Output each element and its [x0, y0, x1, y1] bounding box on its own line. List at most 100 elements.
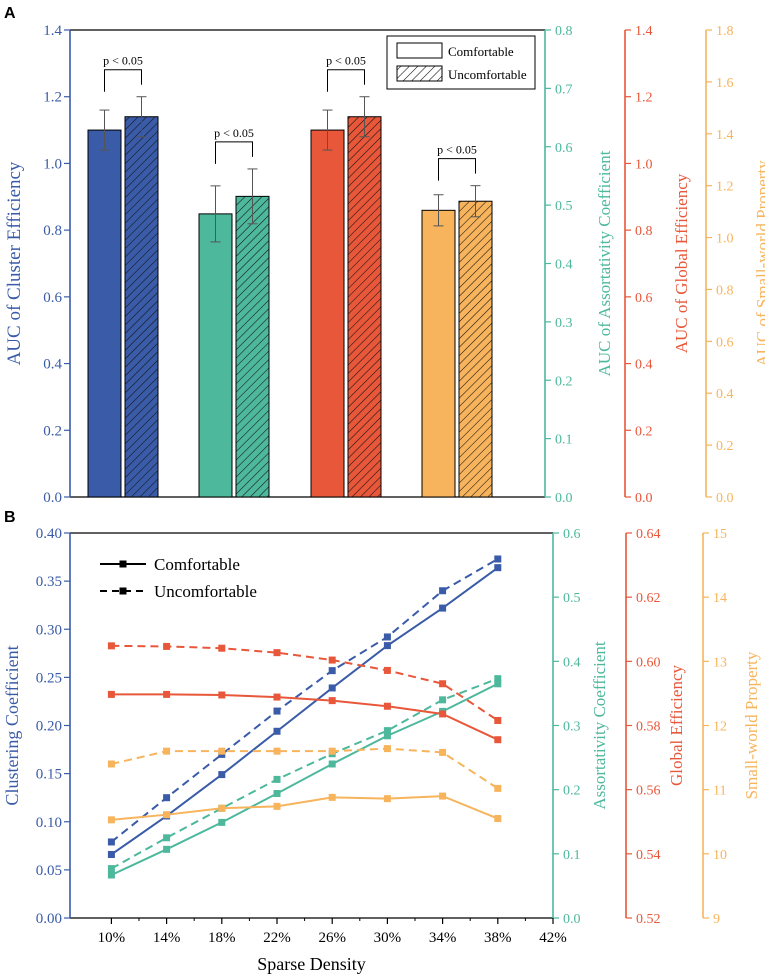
data-point-clustering-coefficient-comfortable — [107, 850, 115, 858]
data-point-assortativity-coefficient-uncomfortable — [494, 675, 502, 683]
data-point-global-efficiency-uncomfortable — [107, 642, 115, 650]
y-tick-label: 0.2 — [43, 423, 62, 439]
y-tick-label: 0.54 — [636, 848, 661, 863]
data-point-assortativity-coefficient-comfortable — [218, 818, 226, 826]
legend-label-uncomfortable: Uncomfortable — [154, 582, 257, 601]
x-tick-label: 10% — [98, 930, 126, 946]
legend-label-uncomfortable: Uncomfortable — [448, 67, 527, 82]
y-tick-label: 1.2 — [635, 91, 653, 106]
y-tick-label: 0.6 — [43, 290, 62, 306]
bar-comfortable — [87, 129, 122, 498]
data-point-clustering-coefficient-uncomfortable — [328, 667, 336, 675]
x-tick-label: 30% — [374, 930, 402, 946]
y-tick-label: 0.0 — [555, 491, 573, 506]
y-tick-label: 0.6 — [555, 141, 573, 156]
data-point-assortativity-coefficient-comfortable — [273, 790, 281, 798]
panel-b-label: B — [4, 509, 16, 526]
x-tick-label: 26% — [318, 930, 346, 946]
series-line-small-world-property-uncomfortable — [111, 747, 499, 790]
data-point-assortativity-coefficient-comfortable — [107, 871, 115, 879]
y-tick-label: 0.35 — [36, 574, 62, 590]
p-value-label: p < 0.05 — [214, 126, 254, 140]
data-point-assortativity-coefficient-comfortable — [328, 760, 336, 768]
p-value-label: p < 0.05 — [103, 54, 143, 68]
data-point-small-world-property-uncomfortable — [494, 784, 502, 792]
y-tick-label: 0.1 — [555, 433, 573, 448]
y-tick-label: 0.0 — [563, 912, 581, 927]
y-tick-label: 1.8 — [716, 24, 734, 39]
y-axis-title: Global Efficiency — [667, 665, 686, 787]
data-point-global-efficiency-uncomfortable — [218, 644, 226, 652]
data-point-global-efficiency-comfortable — [494, 736, 502, 744]
data-point-clustering-coefficient-comfortable — [494, 564, 502, 572]
y-tick-label: 1.0 — [43, 156, 62, 172]
data-point-assortativity-coefficient-comfortable — [163, 845, 171, 853]
p-value-label: p < 0.05 — [437, 143, 477, 157]
data-point-small-world-property-comfortable — [439, 792, 447, 800]
y-tick-label: 0.3 — [563, 720, 581, 735]
panel-a: A 0.0 0.2 0.4 0.6 0.8 1.0 1.2 1.4 AUC of Cluster… — [4, 5, 765, 506]
y-tick-label: 0.56 — [636, 784, 661, 799]
y-tick-label: 0.6 — [563, 527, 581, 542]
data-point-clustering-coefficient-comfortable — [273, 727, 281, 735]
y-tick-label: 0.10 — [36, 815, 62, 831]
bar-uncomfortable-hatch — [459, 201, 492, 497]
data-point-clustering-coefficient-uncomfortable — [494, 555, 502, 563]
data-point-global-efficiency-comfortable — [163, 690, 171, 698]
data-point-global-efficiency-comfortable — [328, 697, 336, 705]
data-point-global-efficiency-uncomfortable — [494, 716, 502, 724]
x-tick-label: 34% — [429, 930, 457, 946]
data-point-small-world-property-comfortable — [328, 793, 336, 801]
y-tick-label: 0.30 — [36, 622, 62, 638]
y-tick-label: 0.64 — [636, 527, 661, 542]
data-point-small-world-property-comfortable — [273, 802, 281, 810]
data-point-assortativity-coefficient-uncomfortable — [439, 696, 447, 704]
y-tick-label: 1.0 — [635, 157, 653, 172]
series-line-clustering-coefficient-comfortable — [110, 566, 499, 856]
y-tick-label: 0.1 — [563, 848, 581, 863]
y-axis-title: AUC of Small-world Property — [753, 160, 765, 367]
bar-comfortable — [421, 209, 456, 498]
y-axis-title: Assortativity Coefficient — [590, 641, 609, 810]
y-tick-label: 14 — [713, 591, 727, 606]
significance-bracket — [215, 141, 253, 164]
y-axis-title: AUC of Cluster Efficiency — [4, 161, 25, 365]
bar-comfortable — [310, 129, 345, 498]
y-tick-label: 0.4 — [43, 357, 62, 373]
bar-uncomfortable-hatch — [236, 196, 269, 497]
x-axis-title: Sparse Density — [257, 954, 365, 974]
y-tick-label: 0.4 — [716, 387, 734, 402]
y-tick-label: 0.25 — [36, 670, 62, 686]
data-point-global-efficiency-uncomfortable — [163, 642, 171, 650]
y-tick-label: 0.20 — [36, 719, 62, 735]
legend-marker-uncomfortable — [119, 587, 127, 595]
y-tick-label: 0.60 — [636, 655, 661, 670]
y-axis-title: Clustering Coefficient — [2, 645, 22, 805]
y-tick-label: 0.2 — [563, 784, 581, 799]
y-tick-label: 0.2 — [716, 439, 734, 454]
y-tick-label: 0.62 — [636, 591, 661, 606]
data-point-clustering-coefficient-uncomfortable — [273, 707, 281, 715]
y-tick-label: 0.0 — [43, 490, 62, 506]
series-line-assortativity-coefficient-comfortable — [110, 682, 499, 876]
legend-swatch-uncomfortable — [396, 65, 443, 82]
data-point-small-world-property-uncomfortable — [163, 747, 171, 755]
data-point-global-efficiency-comfortable — [273, 693, 281, 701]
y-axis-title: Small-world Property — [742, 651, 761, 799]
y-tick-label: 0.4 — [635, 358, 653, 373]
p-value-label: p < 0.05 — [326, 54, 366, 68]
data-point-small-world-property-uncomfortable — [273, 747, 281, 755]
data-point-global-efficiency-uncomfortable — [328, 656, 336, 664]
y-tick-label: 0.6 — [635, 291, 653, 306]
y-tick-label: 0.15 — [36, 767, 62, 783]
data-point-small-world-property-uncomfortable — [328, 747, 336, 755]
y-tick-label: 0.5 — [555, 199, 573, 214]
series-line-small-world-property-comfortable — [111, 795, 499, 821]
legend-marker-comfortable — [119, 560, 127, 568]
data-point-global-efficiency-comfortable — [218, 691, 226, 699]
data-point-small-world-property-comfortable — [494, 815, 502, 823]
legend: Comfortable Uncomfortable — [386, 35, 536, 90]
significance-bracket — [104, 69, 142, 92]
data-point-small-world-property-uncomfortable — [218, 747, 226, 755]
